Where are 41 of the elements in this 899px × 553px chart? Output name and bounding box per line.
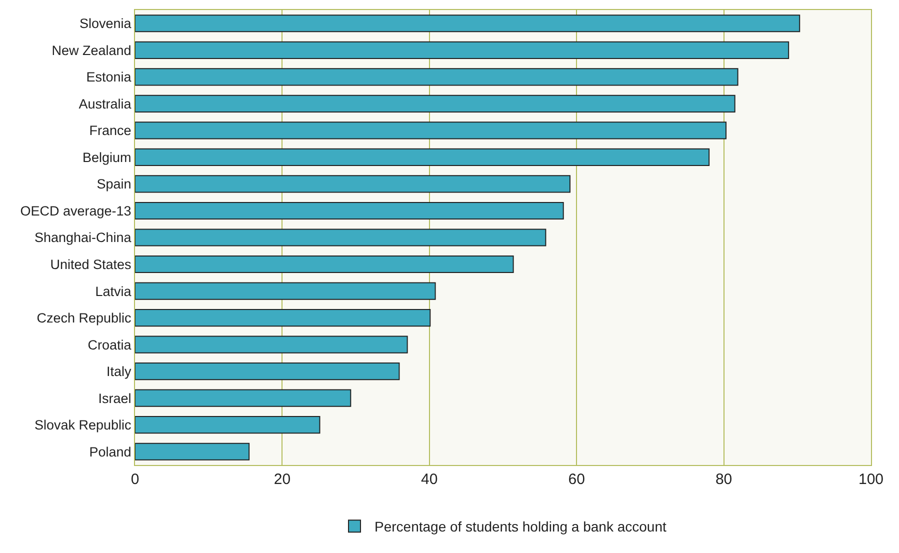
x-tick-label: 80 [715,471,732,488]
y-tick-label: Czech Republic [36,310,132,326]
bar [135,94,736,112]
bar [135,282,436,300]
bar [135,148,710,166]
y-tick-label: United States [50,256,132,272]
y-tick-label: Australia [78,96,132,112]
legend-label: Percentage of students holding a bank account [374,518,666,535]
x-tick-label: 100 [858,471,884,488]
y-tick-label: Slovenia [80,16,132,32]
bar [135,14,800,32]
y-tick-label: Israel [98,390,132,406]
y-tick-label: Shanghai-China [34,230,132,246]
bar [135,362,400,380]
bar [135,416,320,434]
x-tick-label: 0 [130,471,140,488]
y-tick-label: Slovak Republic [34,418,132,433]
y-tick-label: Estonia [86,70,132,85]
y-tick-label: France [89,123,132,138]
y-tick-label: Poland [89,444,132,460]
x-tick-label: 40 [421,471,438,488]
y-tick-label: New Zealand [52,42,132,58]
bar [135,68,738,86]
bar [135,122,727,140]
bar [135,309,431,327]
bar [135,175,570,193]
y-tick-label: Italy [106,364,132,380]
y-tick-label: OECD average-13 [20,203,132,218]
x-tick-label: 20 [274,471,291,488]
x-tick-label: 60 [568,471,585,488]
y-tick-label: Belgium [82,150,132,165]
bar [135,336,408,354]
bar [135,255,514,274]
y-tick-label: Spain [96,176,132,192]
bar [135,442,250,460]
y-tick-label: Croatia [88,337,132,352]
bar [135,41,790,59]
y-tick-label: Latvia [95,284,132,299]
bar [135,389,352,407]
bar [135,228,546,246]
bar [135,202,564,220]
